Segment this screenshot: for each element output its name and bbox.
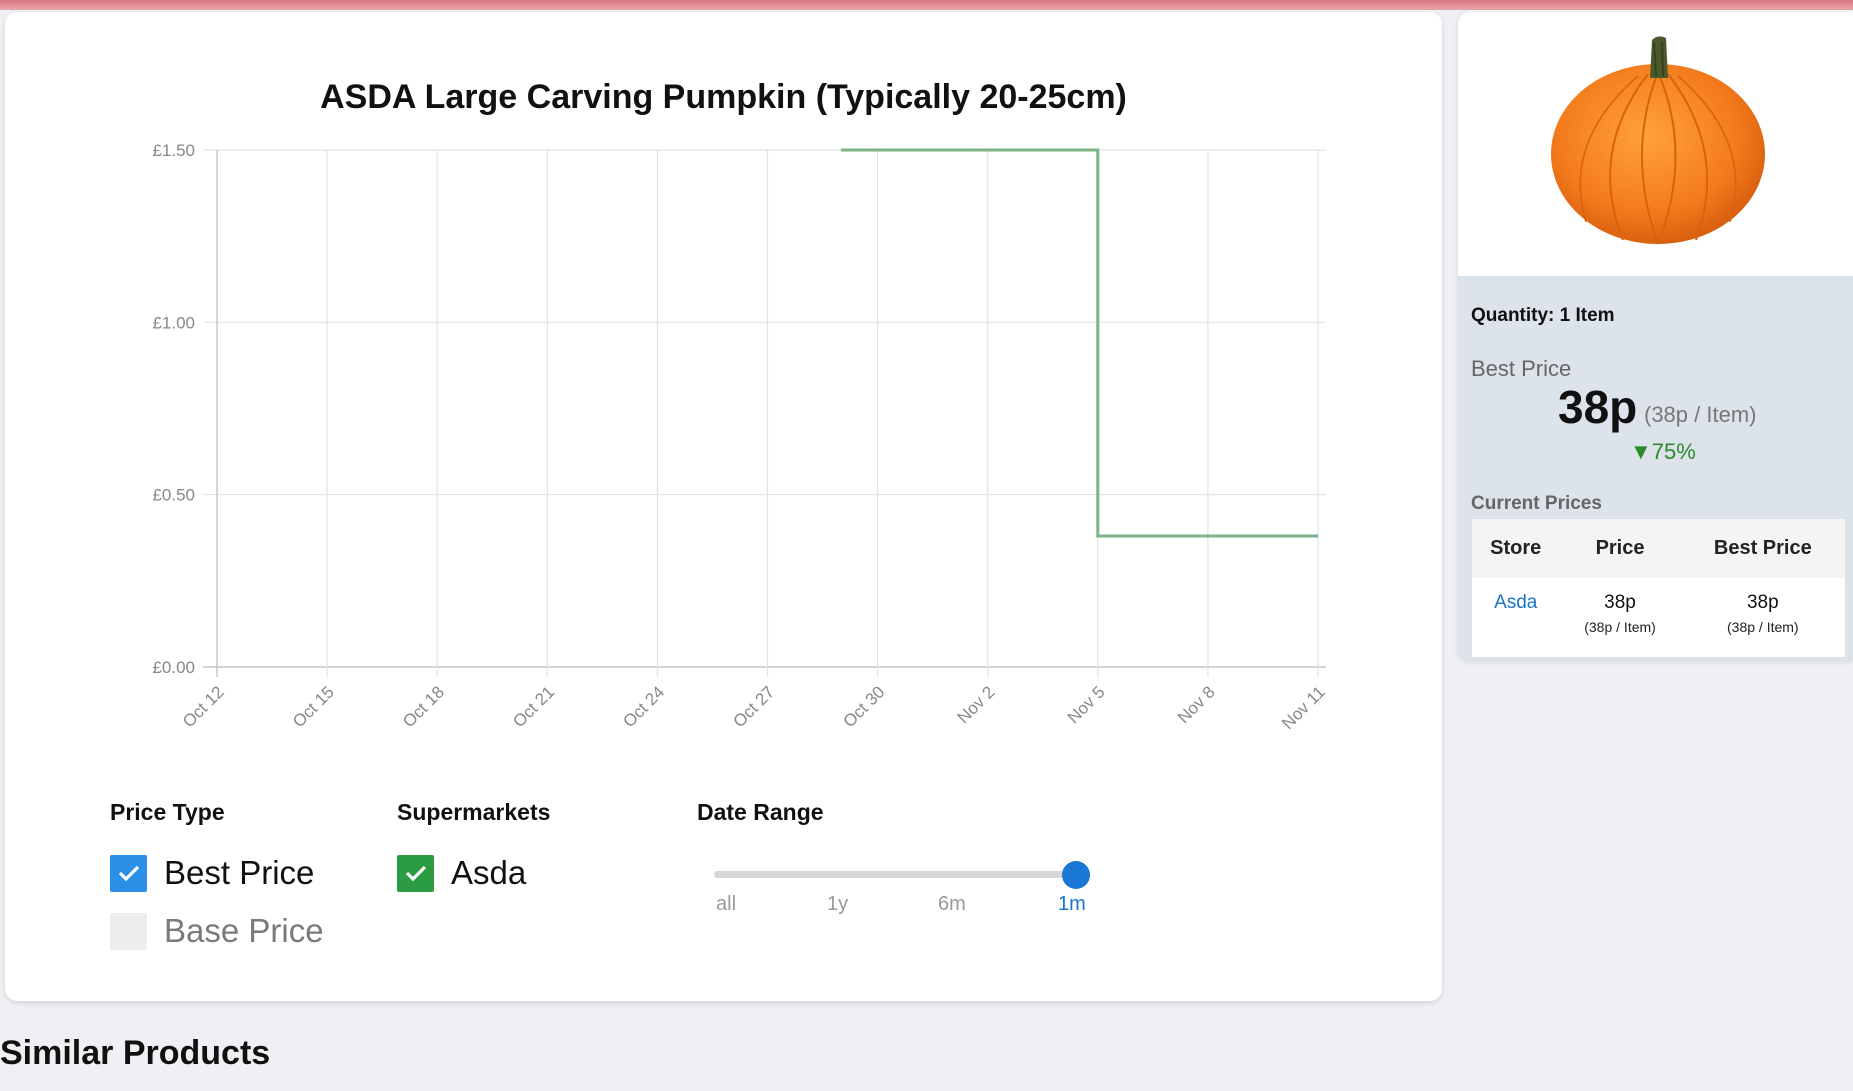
- chart-title: ASDA Large Carving Pumpkin (Typically 20…: [320, 78, 1127, 116]
- best-price-checkbox[interactable]: Best Price: [110, 854, 314, 892]
- base-price-label: Base Price: [164, 912, 324, 949]
- product-summary-card: Quantity: 1 Item Best Price 38p (38p / I…: [1458, 12, 1853, 660]
- pumpkin-image: [1551, 36, 1765, 245]
- base-price-checkbox[interactable]: Base Price: [110, 912, 324, 950]
- x-tick-label: Oct 18: [399, 682, 448, 731]
- store-link-asda[interactable]: Asda: [1494, 592, 1538, 613]
- x-tick-label: Nov 11: [1278, 682, 1329, 733]
- x-tick-label: Nov 5: [1064, 682, 1109, 727]
- table-cell-price: 38p (38p / Item): [1559, 578, 1680, 657]
- table-header-store: Store: [1472, 519, 1560, 578]
- checkbox-checked-icon: [110, 854, 147, 892]
- best-price-cell-value: 38p: [1746, 592, 1779, 613]
- price-type-heading: Price Type: [110, 799, 225, 825]
- table-header-row: Store Price Best Price: [1472, 519, 1845, 578]
- date-range-option-all[interactable]: all: [716, 893, 737, 915]
- x-tick-label: Oct 15: [289, 682, 338, 731]
- price-history-chart: £0.00 £0.50 £1.00 £1.50 Oct 12 Oct 15 Oct 18 Oc…: [152, 141, 1329, 733]
- date-range-heading: Date Range: [697, 799, 824, 825]
- price-value: 38p: [1604, 592, 1636, 613]
- x-tick-label: Oct 27: [729, 682, 778, 731]
- top-banner: [0, 0, 1853, 10]
- x-tick-label: Oct 30: [840, 682, 889, 731]
- x-tick-label: Nov 8: [1174, 682, 1219, 727]
- table-cell-best-price: 38p (38p / Item): [1681, 578, 1845, 657]
- x-tick-label: Oct 12: [179, 682, 228, 731]
- checkbox-unchecked-icon: [110, 912, 147, 950]
- quantity-text: Quantity: 1 Item: [1471, 305, 1615, 326]
- price-history-card: ASDA Large Carving Pumpkin (Typically 20…: [5, 12, 1442, 1001]
- date-range-option-6m[interactable]: 6m: [938, 893, 966, 915]
- current-prices-heading: Current Prices: [1471, 493, 1602, 514]
- date-range-option-1m[interactable]: 1m: [1058, 893, 1086, 915]
- table-row: Asda 38p (38p / Item) 38p (38p / Item): [1472, 578, 1845, 657]
- table-header-best-price: Best Price: [1680, 519, 1845, 578]
- best-price-value: 38p: [1558, 381, 1638, 433]
- price-change-badge: ▼75%: [1630, 439, 1696, 464]
- asda-label: Asda: [451, 854, 527, 891]
- x-tick-label: Oct 24: [619, 682, 668, 731]
- x-tick-label: Nov 2: [954, 682, 999, 727]
- product-image: [1458, 12, 1853, 276]
- date-range-slider-track[interactable]: [714, 871, 1076, 878]
- y-tick-label: £1.00: [152, 313, 195, 332]
- best-price-cell-unit: (38p / Item): [1727, 619, 1799, 635]
- date-range-option-1y[interactable]: 1y: [827, 893, 849, 915]
- x-tick-label: Oct 21: [509, 682, 558, 731]
- date-range-slider-thumb[interactable]: [1062, 861, 1090, 889]
- supermarkets-heading: Supermarkets: [397, 799, 551, 825]
- y-tick-label: £0.50: [152, 486, 195, 505]
- best-price-unit: (38p / Item): [1644, 402, 1757, 427]
- similar-products-heading: Similar Products: [0, 1034, 271, 1072]
- asda-checkbox[interactable]: Asda: [397, 854, 526, 892]
- price-series-line: [840, 148, 1318, 538]
- y-tick-label: £0.00: [152, 658, 195, 677]
- best-price-label: Best Price: [164, 854, 315, 891]
- price-unit: (38p / Item): [1584, 619, 1656, 635]
- y-tick-label: £1.50: [152, 141, 195, 160]
- best-price-heading: Best Price: [1471, 356, 1572, 381]
- checkbox-checked-icon: [397, 854, 434, 892]
- current-prices-table: Store Price Best Price Asda 38p (38p / I…: [1472, 519, 1845, 657]
- table-header-price: Price: [1559, 519, 1681, 578]
- table-cell-store: Asda: [1472, 578, 1559, 657]
